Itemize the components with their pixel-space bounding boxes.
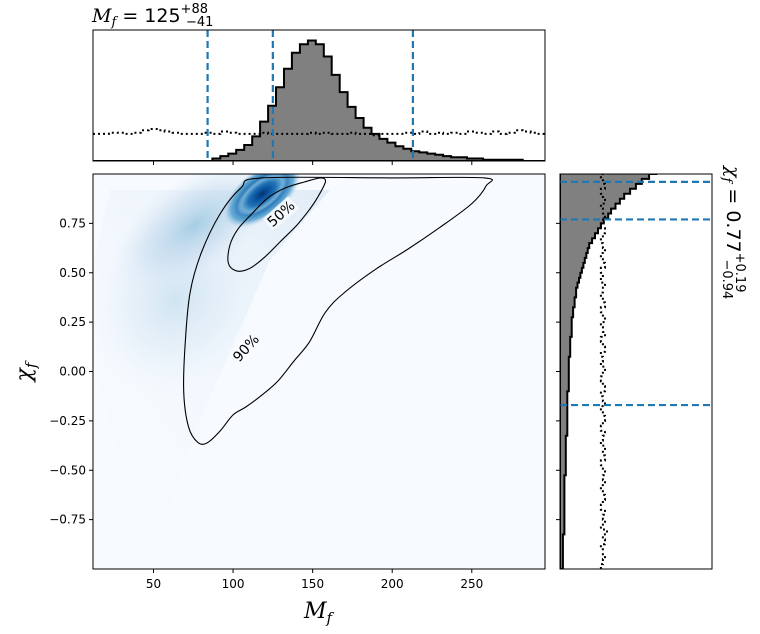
right-annotation: χf = 0.77+0.19−0.94	[719, 164, 747, 299]
y-tick-label-6: 0.75	[59, 216, 86, 230]
contour-label-bg-0	[262, 196, 299, 231]
y-tick-label-2: −0.25	[49, 414, 86, 428]
joint-panel: 50%90% 50 100 150 200 250 −0.75−0.50−0.250.0…	[12, 173, 546, 627]
y-tick-label-5: 0.50	[59, 266, 86, 280]
x-tick-label-3: 200	[381, 577, 404, 591]
contour-50pct	[227, 177, 327, 272]
y-tick-label-0: −0.75	[49, 513, 86, 527]
y-tick-label-3: 0.00	[59, 365, 86, 379]
contour-90pct	[183, 176, 494, 445]
right-marginal-panel: χf = 0.77+0.19−0.94	[556, 164, 747, 570]
y-axis-label: χf	[12, 360, 40, 383]
x-tick-label-1: 100	[222, 577, 245, 591]
contour-label-bg-1	[228, 329, 264, 366]
y-tick-label-4: 0.25	[59, 315, 86, 329]
x-tick-label-0: 50	[146, 577, 161, 591]
top-axes-frame	[92, 29, 546, 162]
density-core	[236, 174, 288, 216]
top-marginal-panel: Mf = 125+88 −41	[91, 2, 546, 165]
prior-histogram-mf	[93, 128, 545, 137]
posterior-histogram-mf	[93, 39, 545, 161]
x-axis-label: Mf	[303, 599, 335, 627]
y-tick-label-1: −0.50	[49, 463, 86, 477]
posterior-histogram-chif	[560, 174, 658, 569]
top-annotation: Mf = 125+88 −41	[91, 2, 213, 30]
prior-histogram-chif	[599, 174, 608, 569]
x-tick-label-2: 150	[301, 577, 324, 591]
density-heatmap	[93, 174, 330, 560]
x-tick-label-4: 250	[460, 577, 483, 591]
